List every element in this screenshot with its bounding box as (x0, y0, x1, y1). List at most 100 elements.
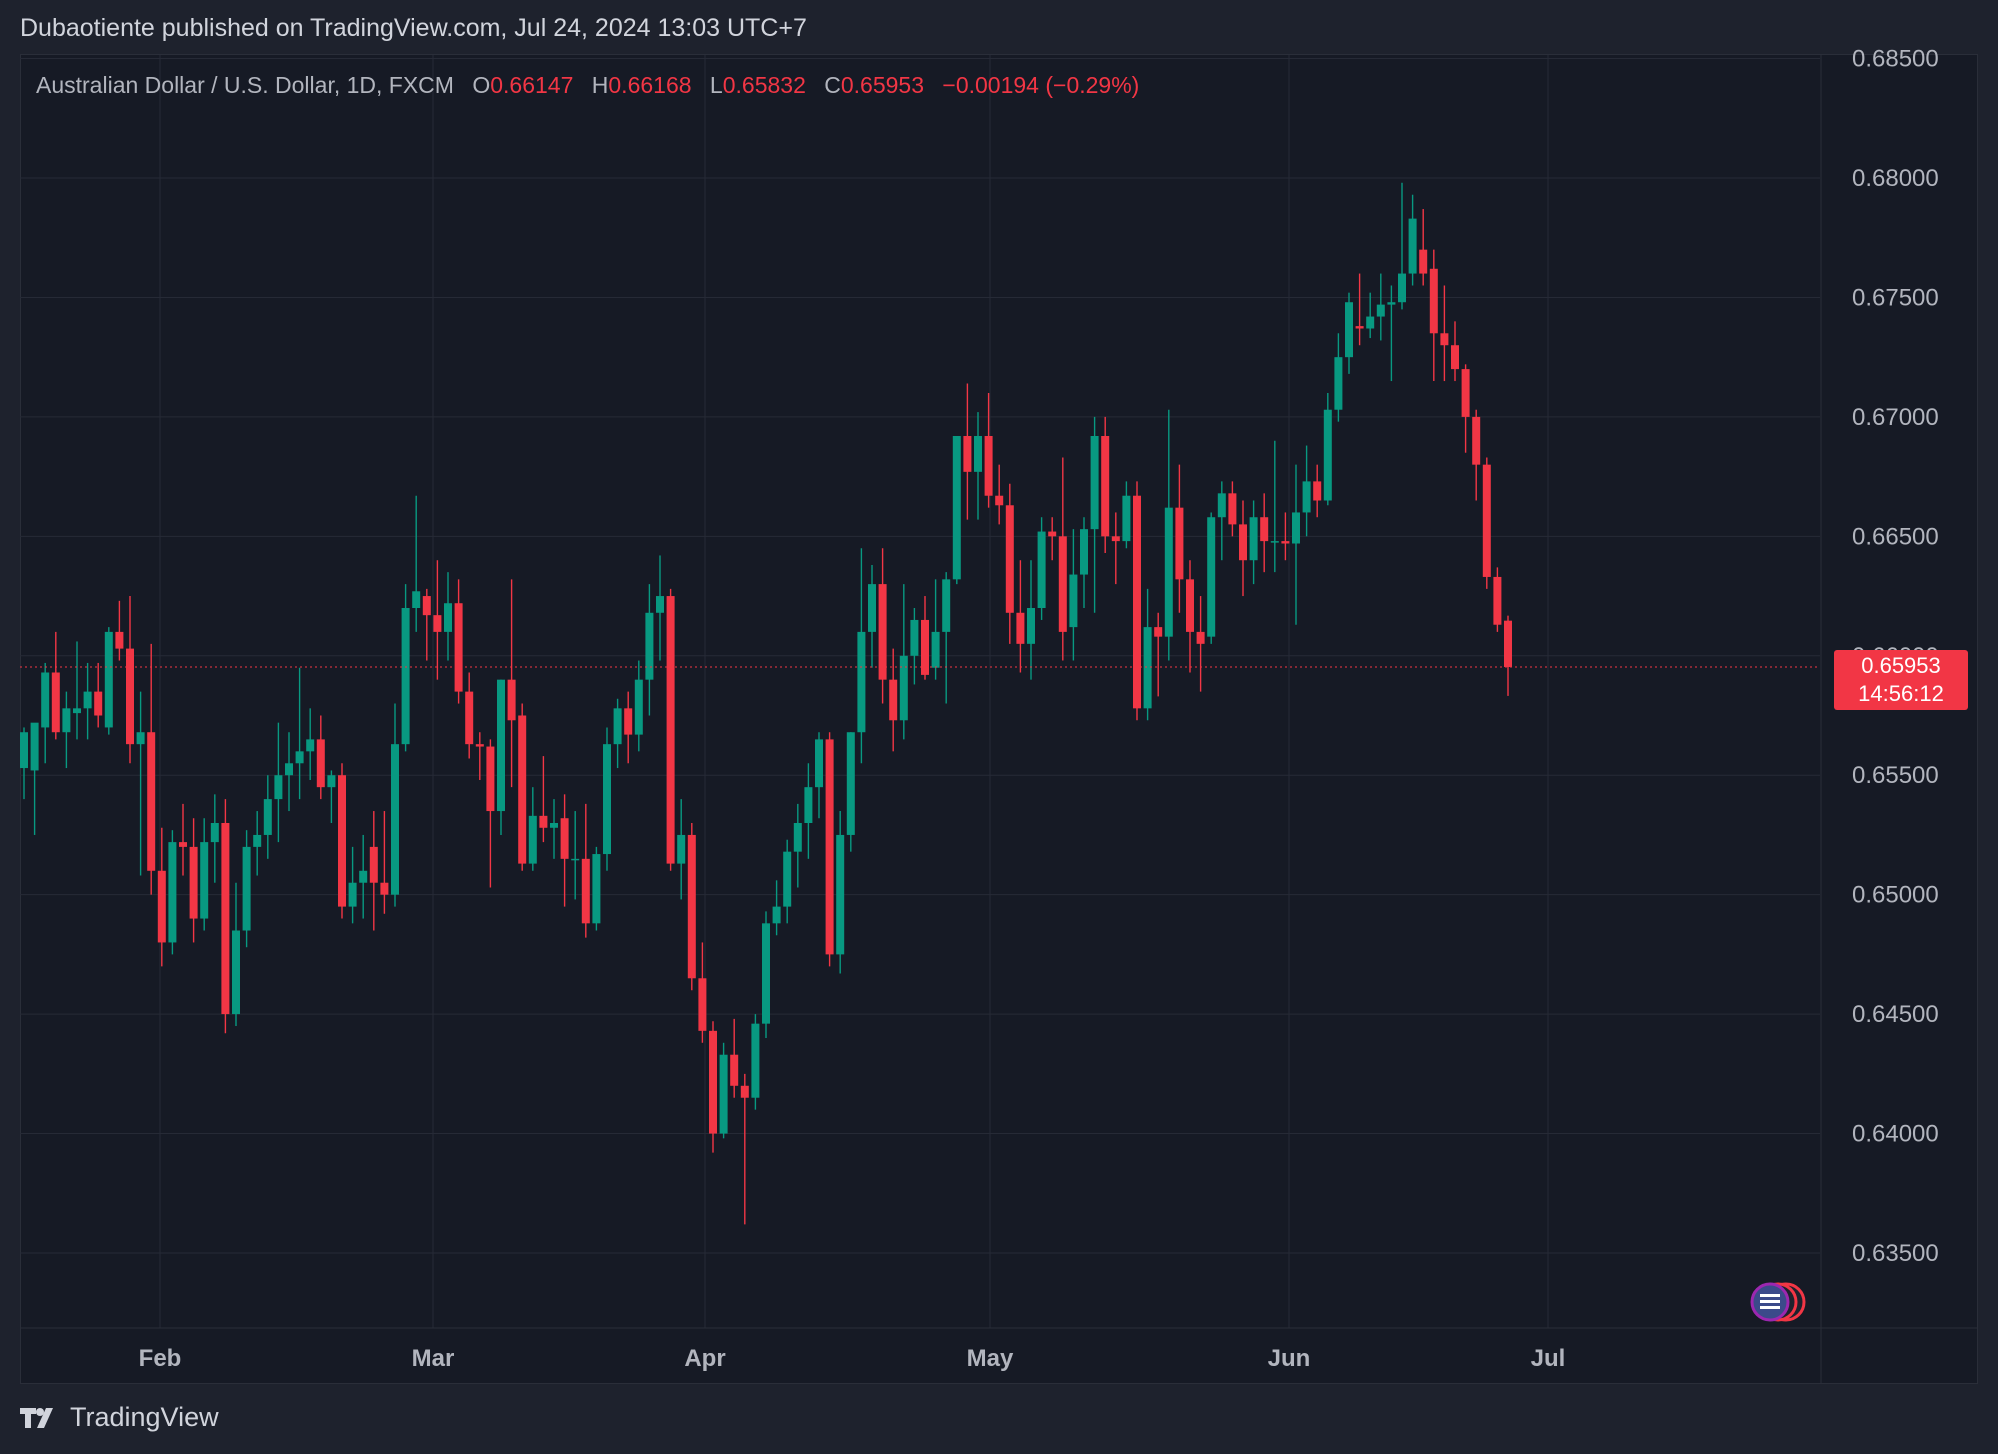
candle-down[interactable] (465, 672, 474, 759)
candle-up[interactable] (1345, 292, 1353, 374)
candle-down[interactable] (1313, 464, 1322, 518)
candle-up[interactable] (232, 882, 240, 1027)
candle-down[interactable] (1058, 457, 1067, 661)
candle-up[interactable] (41, 662, 50, 764)
candle-down[interactable] (963, 383, 972, 520)
candle-up[interactable] (1080, 517, 1088, 608)
candle-down[interactable] (518, 703, 527, 871)
candle-down[interactable] (338, 763, 346, 919)
candle-down[interactable] (666, 588, 675, 871)
candle-down[interactable] (433, 560, 442, 680)
candle-up[interactable] (200, 818, 209, 931)
candle-up[interactable] (974, 412, 982, 520)
candle-up[interactable] (210, 794, 219, 883)
candle-up[interactable] (783, 839, 792, 924)
candle-up[interactable] (348, 846, 357, 924)
candle-up[interactable] (751, 1014, 760, 1110)
candle-up[interactable] (1122, 481, 1131, 549)
candle-up[interactable] (20, 727, 28, 800)
candle-down[interactable] (179, 803, 187, 876)
candle-down[interactable] (1196, 596, 1205, 692)
candle-down[interactable] (825, 732, 834, 967)
candle-up[interactable] (1387, 285, 1396, 382)
candle-up[interactable] (772, 880, 781, 936)
candle-up[interactable] (242, 830, 251, 948)
candle-up[interactable] (263, 775, 272, 859)
candle-up[interactable] (899, 584, 908, 740)
candle-up[interactable] (1376, 273, 1385, 341)
candle-down[interactable] (1419, 209, 1428, 286)
candle-up[interactable] (401, 584, 410, 752)
candle-down[interactable] (1482, 457, 1491, 589)
candle-up[interactable] (295, 667, 304, 800)
candle-down[interactable] (1175, 464, 1184, 613)
candle-up[interactable] (1207, 512, 1216, 644)
candle-down[interactable] (1133, 481, 1141, 721)
candle-up[interactable] (1069, 529, 1078, 661)
candle-up[interactable] (62, 691, 71, 769)
candle-down[interactable] (1355, 273, 1364, 346)
candle-up[interactable] (359, 834, 368, 919)
candle-down[interactable] (157, 827, 166, 967)
candle-up[interactable] (836, 811, 845, 974)
footer-brand[interactable]: TradingView (20, 1402, 219, 1433)
candle-down[interactable] (115, 600, 124, 661)
candle-up[interactable] (1366, 292, 1375, 339)
candle-up[interactable] (1398, 182, 1406, 310)
candle-down[interactable] (486, 739, 495, 888)
candle-down[interactable] (984, 393, 993, 508)
candle-up[interactable] (136, 691, 145, 876)
candle-up[interactable] (634, 660, 643, 752)
candle-down[interactable] (1005, 483, 1014, 644)
candle-down[interactable] (1228, 481, 1237, 537)
candle-up[interactable] (550, 799, 558, 859)
candle-down[interactable] (1461, 364, 1470, 453)
candle-up[interactable] (528, 787, 537, 871)
candle-down[interactable] (422, 588, 431, 661)
candle-down[interactable] (995, 464, 1004, 525)
candle-up[interactable] (1270, 440, 1279, 573)
candle-down[interactable] (539, 756, 548, 843)
candle-up[interactable] (1249, 500, 1258, 585)
candle-down[interactable] (740, 1073, 749, 1225)
chart-panel[interactable] (20, 54, 1978, 1384)
candle-down[interactable] (316, 715, 325, 800)
candle-down[interactable] (1451, 321, 1459, 382)
candle-up[interactable] (656, 555, 664, 661)
candle-down[interactable] (1048, 517, 1057, 561)
candle-up[interactable] (677, 799, 686, 900)
candle-down[interactable] (126, 596, 134, 764)
candle-down[interactable] (475, 732, 484, 780)
candle-up[interactable] (592, 846, 601, 931)
candle-up[interactable] (603, 727, 611, 871)
candle-down[interactable] (1016, 560, 1025, 673)
candle-down[interactable] (698, 942, 707, 1043)
candle-up[interactable] (952, 436, 961, 585)
candle-down[interactable] (51, 631, 60, 740)
candle-down[interactable] (1239, 500, 1247, 597)
candle-down[interactable] (1111, 512, 1120, 585)
country-flags-icon[interactable] (1748, 1280, 1818, 1324)
candle-up[interactable] (1217, 481, 1226, 561)
candle-up[interactable] (1323, 393, 1332, 506)
candle-up[interactable] (571, 811, 580, 900)
candle-up[interactable] (613, 698, 622, 769)
candle-down[interactable] (189, 818, 198, 943)
symbol-name[interactable]: Australian Dollar / U.S. Dollar, 1D, FXC… (36, 72, 454, 98)
candle-down[interactable] (1186, 560, 1194, 673)
candle-up[interactable] (168, 830, 177, 955)
candle-up[interactable] (1027, 560, 1035, 680)
candle-down[interactable] (1472, 409, 1481, 501)
candle-down[interactable] (878, 548, 887, 704)
candle-up[interactable] (846, 732, 855, 852)
candle-down[interactable] (581, 803, 590, 938)
candle-up[interactable] (931, 579, 940, 680)
candle-up[interactable] (30, 722, 39, 835)
candle-down[interactable] (921, 596, 929, 680)
candle-down[interactable] (147, 643, 156, 895)
candle-up[interactable] (1143, 588, 1152, 721)
candle-down[interactable] (730, 1018, 739, 1098)
candle-down[interactable] (889, 648, 898, 752)
candle-up[interactable] (1037, 517, 1046, 620)
